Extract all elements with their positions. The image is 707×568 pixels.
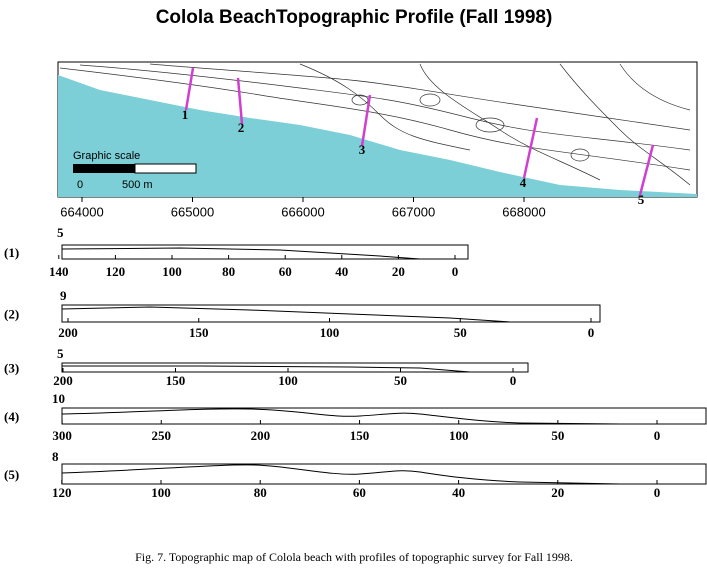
x-tick-label: 250 — [152, 428, 172, 443]
x-tick-label: 668000 — [502, 204, 545, 219]
x-tick-label: 0 — [510, 373, 517, 388]
profile-curves — [61, 247, 706, 485]
transect-label: 2 — [238, 120, 245, 135]
contour — [299, 63, 471, 151]
profile-label: (1) — [4, 245, 19, 260]
x-tick-label: 0 — [654, 485, 661, 500]
scale-label: 0 — [77, 179, 83, 191]
x-tick-label: 150 — [189, 325, 209, 340]
x-tick-label: 200 — [58, 325, 78, 340]
transect-lines — [184, 67, 655, 196]
contour — [619, 63, 691, 111]
profile-label: (3) — [4, 360, 19, 375]
profile-ymax: 9 — [60, 288, 67, 303]
contour — [419, 93, 441, 107]
x-tick-label: 50 — [394, 373, 407, 388]
x-tick-label: 0 — [588, 325, 595, 340]
x-tick-label: 664000 — [60, 204, 103, 219]
profile-curve — [61, 464, 706, 485]
x-tick-label: 140 — [49, 264, 69, 279]
transect-line — [638, 144, 655, 196]
contour — [79, 64, 691, 151]
x-tick-label: 0 — [654, 428, 661, 443]
contour — [559, 63, 691, 186]
profile-ymax: 8 — [52, 449, 59, 464]
profile-curve — [61, 408, 706, 425]
x-tick-label: 150 — [350, 428, 370, 443]
x-tick-label: 80 — [254, 485, 267, 500]
scale-bar — [134, 163, 197, 174]
profile-frame — [61, 463, 707, 485]
contour — [149, 63, 691, 131]
sea — [58, 75, 697, 197]
transect-line — [360, 94, 372, 147]
contour — [475, 117, 505, 133]
x-tick-label: 100 — [320, 325, 340, 340]
x-tick-label: 100 — [449, 428, 469, 443]
transect-label: 5 — [638, 192, 645, 207]
x-tick-label: 200 — [251, 428, 271, 443]
x-tick-label: 665000 — [171, 204, 214, 219]
x-tick-label: 20 — [392, 264, 405, 279]
profile-curve — [62, 365, 528, 373]
x-tick-label: 60 — [353, 485, 366, 500]
transect-label: 4 — [520, 175, 527, 190]
profile-ymax: 5 — [57, 225, 64, 240]
x-tick-label: 20 — [551, 485, 564, 500]
transect-label: 1 — [182, 107, 189, 122]
x-tick-label: 667000 — [392, 204, 435, 219]
profile-label: (5) — [4, 467, 19, 482]
profile-curve — [61, 247, 468, 260]
x-tick-label: 100 — [151, 485, 171, 500]
x-tick-label: 60 — [279, 264, 292, 279]
profile-curve — [61, 306, 600, 323]
profile-ymax: 10 — [52, 391, 65, 406]
profile-label: (2) — [4, 306, 19, 321]
transect-line — [522, 117, 539, 179]
x-tick-label: 50 — [454, 325, 467, 340]
transect-line — [236, 77, 244, 125]
profile-frame — [61, 304, 601, 323]
x-tick-label: 40 — [452, 485, 465, 500]
x-tick-label: 0 — [452, 264, 459, 279]
contour — [59, 67, 691, 171]
transect-line — [184, 67, 195, 111]
profile-frame — [61, 362, 529, 373]
profile-frame — [61, 244, 469, 260]
x-tick-label: 100 — [278, 373, 298, 388]
profile-ymax: 5 — [57, 346, 64, 361]
x-tick-label: 300 — [52, 428, 72, 443]
caption: Fig. 7. Topographic map of Colola beach … — [135, 550, 573, 564]
transect-label: 3 — [359, 142, 366, 157]
map: 1 2 3 4 5 Graphic scale 0 500 m — [57, 61, 698, 207]
x-tick-label: 40 — [335, 264, 348, 279]
figure-title: Colola BeachTopographic Profile (Fall 19… — [156, 7, 553, 28]
contour — [570, 148, 590, 162]
x-tick-label: 50 — [551, 428, 564, 443]
profile-label: (4) — [4, 409, 19, 424]
x-tick-label: 120 — [106, 264, 126, 279]
x-tick-label: 80 — [222, 264, 235, 279]
x-tick-label: 150 — [166, 373, 186, 388]
x-tick-label: 200 — [53, 373, 73, 388]
profile-frame — [61, 407, 707, 425]
x-tick-label: 100 — [162, 264, 182, 279]
scale-title: Graphic scale — [73, 150, 140, 162]
x-tick-label: 666000 — [281, 204, 324, 219]
x-tick-label: 120 — [52, 485, 72, 500]
scale-label: 500 m — [122, 179, 153, 191]
scale-bar — [73, 164, 135, 173]
